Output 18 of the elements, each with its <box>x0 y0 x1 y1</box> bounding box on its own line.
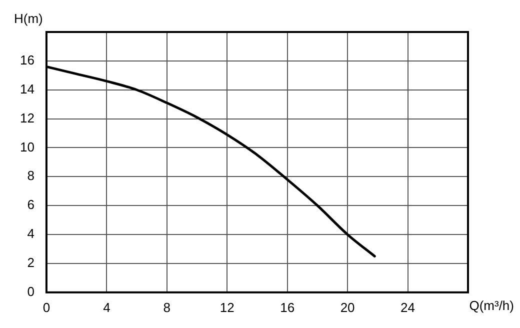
x-tick-label: 12 <box>220 300 234 315</box>
y-tick-label: 16 <box>20 52 34 68</box>
x-tick-label: 24 <box>400 300 416 315</box>
x-tick-label: 4 <box>103 300 110 315</box>
x-tick-label: 8 <box>163 300 171 315</box>
x-tick-label: 0 <box>42 300 50 315</box>
x-tick-label: 16 <box>280 300 295 315</box>
y-axis-title: H(m) <box>14 11 43 26</box>
x-tick-label: 20 <box>340 300 355 315</box>
y-tick-label: 4 <box>27 226 34 242</box>
y-tick-label: 14 <box>20 81 34 96</box>
x-axis-title: Q(m³/h) <box>469 298 514 313</box>
y-tick-label: 0 <box>27 284 34 299</box>
y-tick-label: 6 <box>27 197 34 212</box>
y-tick-label: 12 <box>20 110 34 126</box>
y-tick-label: 8 <box>27 168 34 184</box>
y-tick-label: 10 <box>20 139 34 154</box>
y-tick-label: 2 <box>27 255 34 270</box>
